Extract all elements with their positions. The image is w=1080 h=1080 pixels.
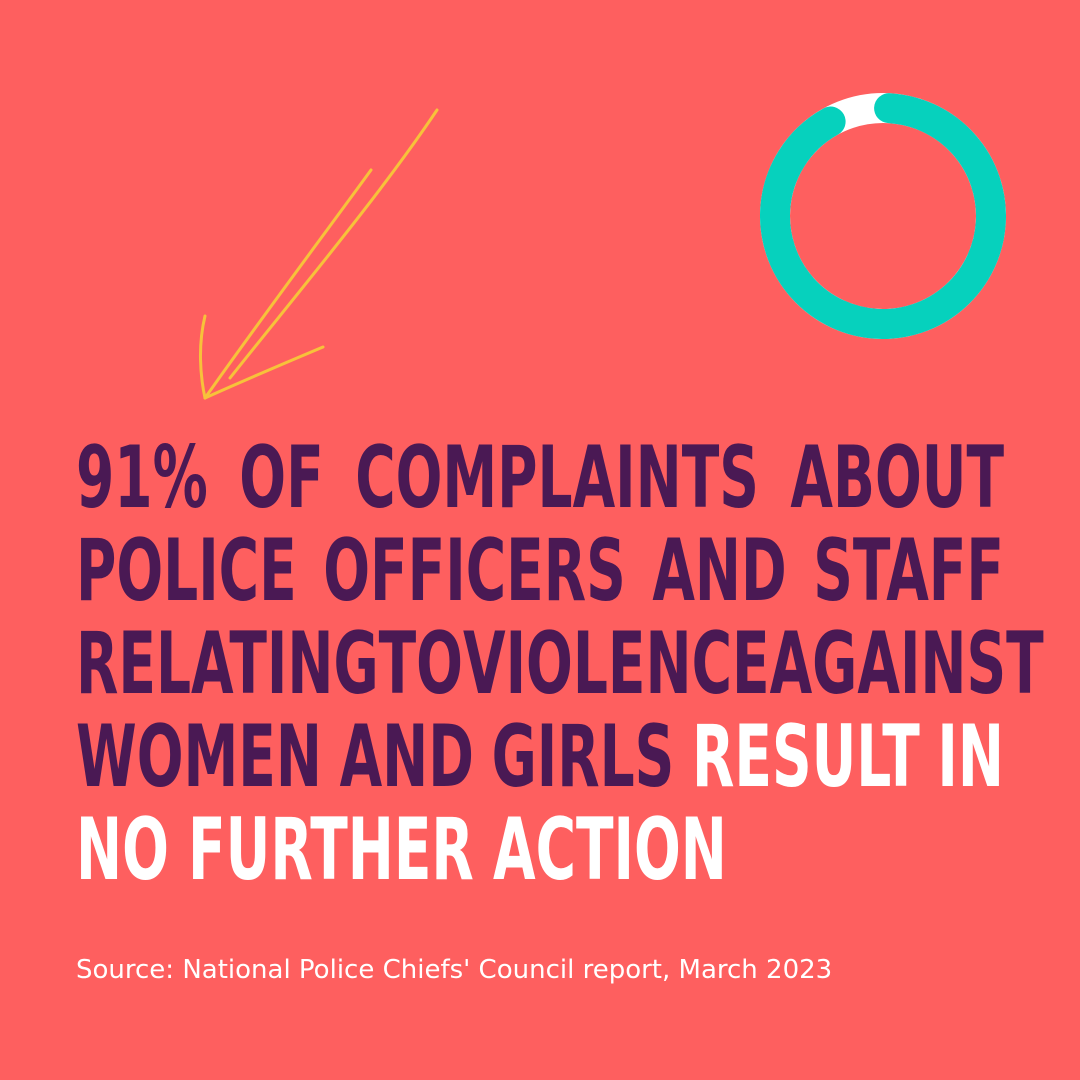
donut-value-ring	[760, 93, 1006, 339]
headline-word: 91%	[76, 428, 208, 528]
headline-highlight-word: in	[937, 707, 1004, 807]
headline-highlight-word: further	[188, 800, 474, 900]
headline-line-1: 91% of complaints about	[76, 432, 1004, 525]
headline-word: about	[790, 428, 1004, 528]
headline-word: relating	[76, 614, 379, 714]
headline-word: staff	[813, 521, 1004, 621]
percentage-donut-chart	[760, 93, 1006, 339]
headline: 91% of complaints about police officers …	[76, 432, 1044, 897]
hand-drawn-arrow-icon	[199, 108, 439, 400]
headline-word: violence	[462, 614, 770, 714]
headline-word: to	[378, 614, 463, 714]
headline-word: and	[339, 707, 474, 807]
source-citation: Source: National Police Chiefs' Council …	[76, 955, 833, 985]
headline-line-5: no further action	[76, 804, 1004, 897]
headline-word: complaints	[355, 428, 759, 528]
headline-word: of	[239, 428, 324, 528]
headline-line-2: police officers and staff	[76, 525, 1004, 618]
headline-highlight-word: result	[691, 707, 920, 807]
headline-highlight-word: action	[492, 800, 727, 900]
headline-word: against	[769, 614, 1044, 714]
headline-word: officers	[323, 521, 626, 621]
headline-line-3: relating to violence against	[76, 614, 1044, 714]
headline-highlight-word: no	[76, 800, 169, 900]
headline-word: and	[652, 521, 787, 621]
headline-word: women	[76, 707, 322, 807]
headline-word: girls	[491, 707, 675, 807]
headline-line-4: women and girls result in	[76, 711, 1004, 804]
headline-word: police	[76, 521, 297, 621]
